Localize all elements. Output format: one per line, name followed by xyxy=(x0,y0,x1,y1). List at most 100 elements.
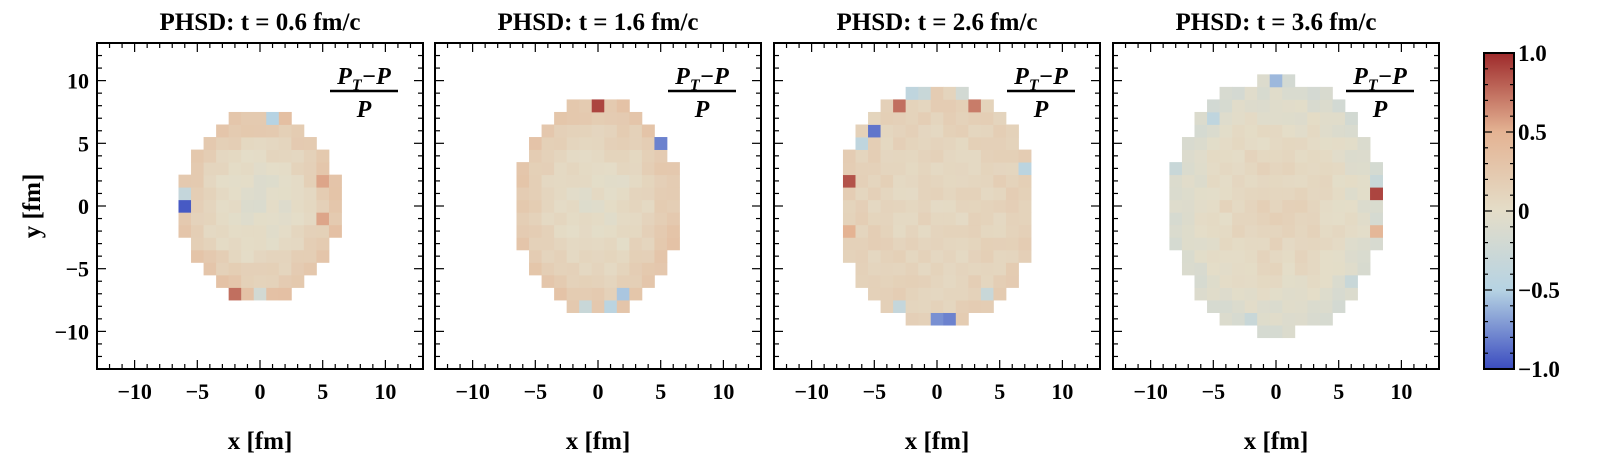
heatmap-cell xyxy=(930,300,944,313)
heatmap-cell xyxy=(616,287,630,301)
heatmap-cell xyxy=(855,262,869,276)
heatmap-cell xyxy=(943,274,957,288)
heatmap-cell xyxy=(1257,187,1271,201)
heatmap-cell xyxy=(1018,187,1032,201)
heatmap-cell xyxy=(1357,212,1371,226)
heatmap-cell xyxy=(1005,174,1019,188)
heatmap-cell xyxy=(993,187,1007,201)
heatmap-cell xyxy=(1232,174,1246,188)
heatmap-cell xyxy=(604,149,618,163)
heatmap-cell xyxy=(1244,249,1258,263)
heatmap-cell xyxy=(541,274,555,288)
heatmap-cell xyxy=(1232,212,1246,226)
heatmap-cell xyxy=(191,212,204,226)
heatmap-cell xyxy=(893,287,907,301)
heatmap-cell xyxy=(253,174,267,188)
heatmap-cell xyxy=(616,99,630,113)
heatmap-cell xyxy=(616,124,630,138)
heatmap-cell xyxy=(266,199,280,213)
heatmap-cell xyxy=(1269,149,1283,163)
heatmap-cell xyxy=(1005,162,1019,176)
heatmap-cell xyxy=(1244,111,1258,125)
heatmap-cell xyxy=(516,162,530,176)
heatmap-cell xyxy=(604,137,618,150)
heatmap-cell xyxy=(1332,287,1346,301)
heatmap-cell xyxy=(968,137,982,150)
heatmap-cell xyxy=(591,274,605,288)
heatmap-cell xyxy=(541,262,555,276)
heatmap-cell xyxy=(1257,237,1271,251)
heatmap-cell xyxy=(1181,262,1195,276)
heatmap-cell xyxy=(1332,262,1346,276)
heatmap-cell xyxy=(868,262,881,276)
heatmap-cell xyxy=(1232,224,1246,238)
heatmap-cell xyxy=(930,86,944,100)
heatmap-cell xyxy=(1307,111,1321,125)
heatmap-cell xyxy=(930,174,944,188)
heatmap-cell xyxy=(1194,199,1208,213)
heatmap-cell xyxy=(604,237,618,251)
heatmap-cell xyxy=(216,249,230,263)
heatmap-cell xyxy=(1319,300,1333,313)
heatmap-cell xyxy=(993,111,1007,125)
heatmap-cell xyxy=(955,137,969,150)
heatmap-cell xyxy=(855,212,869,226)
heatmap-cell xyxy=(216,262,230,276)
heatmap-cell xyxy=(1207,249,1220,263)
heatmap-cell xyxy=(1294,86,1308,100)
heatmap-cell xyxy=(1282,111,1296,125)
heatmap-cell xyxy=(529,174,542,188)
heatmap-cell xyxy=(666,162,680,176)
heatmap-cell xyxy=(554,137,568,150)
heatmap-cell xyxy=(654,249,668,263)
heatmap-cell xyxy=(228,174,242,188)
heatmap-cell xyxy=(554,124,568,138)
heatmap-cell xyxy=(1319,162,1333,176)
heatmap-cell xyxy=(191,174,204,188)
heatmap-cell xyxy=(1244,137,1258,150)
heatmap-cell xyxy=(993,124,1007,138)
heatmap-cell xyxy=(629,124,643,138)
heatmap-cell xyxy=(1018,237,1032,251)
heatmap-cell xyxy=(579,262,593,276)
heatmap-cell xyxy=(591,124,605,138)
ticks xyxy=(1113,43,1439,369)
heatmap-cell xyxy=(541,124,555,138)
heatmap-cell xyxy=(604,249,618,263)
heatmap-cell xyxy=(303,162,317,176)
heatmap-cell xyxy=(253,274,267,288)
heatmap-cell xyxy=(1282,262,1296,276)
heatmap-cell xyxy=(1357,137,1371,150)
heatmap-cell xyxy=(291,249,305,263)
heatmap-cell xyxy=(1207,212,1220,226)
heatmap-cell xyxy=(1344,237,1358,251)
heatmap-cell xyxy=(893,237,907,251)
heatmap-cell xyxy=(1307,162,1321,176)
heatmap-cell xyxy=(654,237,668,251)
colorbar-tick-label: −0.5 xyxy=(1518,278,1560,303)
heatmap-cell xyxy=(955,149,969,163)
heatmap-cell xyxy=(1194,149,1208,163)
ratio-numerator: PT−P xyxy=(1013,64,1068,94)
heatmap-cell xyxy=(993,262,1007,276)
heatmap-cell xyxy=(968,111,982,125)
heatmap-cell xyxy=(1207,224,1220,238)
heatmap-cell xyxy=(203,224,217,238)
heatmap-cell xyxy=(1207,199,1220,213)
heatmap-cell xyxy=(266,274,280,288)
heatmap-cell xyxy=(1232,124,1246,138)
heatmap-cell xyxy=(203,149,217,163)
heatmap-cell xyxy=(591,199,605,213)
x-tick-label: 0 xyxy=(593,379,604,404)
heatmap-cell xyxy=(968,274,982,288)
heatmap-cell xyxy=(303,249,317,263)
heatmap-cell xyxy=(1207,287,1220,301)
heatmap-cell xyxy=(266,249,280,263)
heatmap-cell xyxy=(203,212,217,226)
heatmap-cell xyxy=(1282,124,1296,138)
heatmap-cell xyxy=(1207,174,1220,188)
heatmap-cell xyxy=(993,137,1007,150)
ratio-denominator: P xyxy=(356,97,372,123)
heatmap-cell xyxy=(1207,274,1220,288)
